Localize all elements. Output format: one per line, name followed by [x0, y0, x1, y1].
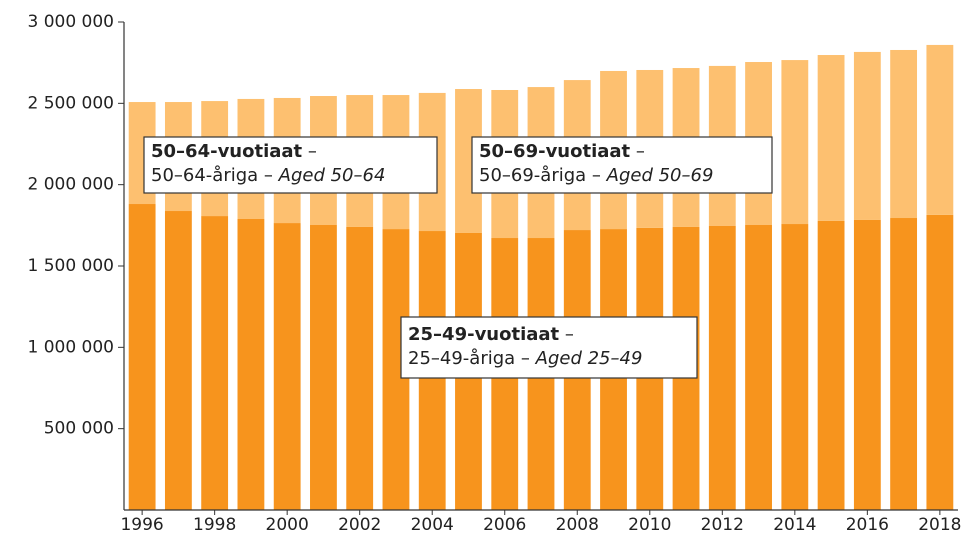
annotation-part: Aged 25–49	[535, 348, 643, 369]
annotation-text: 50–64-vuotiaat –	[151, 141, 317, 162]
bar-segment	[817, 55, 845, 221]
annotation-part: 25–49-åriga –	[408, 348, 536, 369]
annotation-part: –	[559, 324, 574, 345]
annotation-part: Aged 50–69	[606, 165, 714, 186]
annotation-text: 50–64-åriga – Aged 50–64	[151, 165, 385, 186]
annotation-text: 25–49-åriga – Aged 25–49	[408, 348, 642, 369]
annotation-box	[143, 136, 438, 194]
annotation-part: 25–49-vuotiaat	[408, 324, 560, 345]
x-tick-label: 1996	[120, 515, 163, 534]
annotation-part: 50–69-åriga –	[479, 165, 607, 186]
annotation-box	[471, 136, 773, 194]
annotation-part: 50–64-åriga –	[151, 165, 279, 186]
annotation-part: –	[302, 141, 317, 162]
y-tick-label: 3 000 000	[27, 12, 114, 32]
annotation-text: 50–69-åriga – Aged 50–69	[479, 165, 713, 186]
x-tick-label: 1998	[193, 515, 236, 534]
bar-segment	[853, 51, 881, 220]
bar-segment	[164, 211, 192, 510]
bar-segment	[781, 224, 809, 511]
bar-segment	[817, 220, 845, 510]
bar-segment	[128, 204, 156, 511]
bar-segment	[745, 225, 772, 510]
bar-segment	[890, 218, 918, 510]
bar-segment	[781, 60, 809, 225]
annotation-part: Aged 50–64	[278, 165, 386, 186]
annotation-part: 50–69-vuotiaat	[479, 141, 631, 162]
bar-segment	[273, 223, 301, 510]
bar-segment	[346, 226, 374, 510]
y-tick-label: 500 000	[44, 419, 114, 439]
bar-segment	[926, 44, 954, 215]
y-tick-label: 1 000 000	[27, 337, 114, 357]
annotation-text: 50–69-vuotiaat –	[479, 141, 645, 162]
bar-segment	[890, 49, 918, 219]
annotation-part: 50–64-vuotiaat	[151, 141, 303, 162]
bar-segment	[310, 225, 337, 510]
bar-segment	[708, 225, 736, 510]
x-tick-label: 2012	[701, 515, 744, 534]
x-tick-label: 2004	[411, 515, 454, 534]
y-tick-label: 2 000 000	[27, 175, 114, 195]
x-tick-label: 2006	[483, 515, 526, 534]
y-tick-label: 2 500 000	[27, 93, 114, 113]
y-tick-label: 1 500 000	[27, 256, 114, 276]
bar-segment	[201, 216, 229, 510]
annotation-text: 25–49-vuotiaat –	[408, 324, 574, 345]
x-tick-label: 2016	[846, 515, 889, 534]
x-tick-label: 2008	[556, 515, 599, 534]
x-tick-label: 2002	[338, 515, 381, 534]
annotation-box	[400, 316, 698, 379]
bar-segment	[926, 214, 954, 510]
x-tick-label: 2018	[918, 515, 961, 534]
x-tick-label: 2010	[628, 515, 671, 534]
x-tick-label: 2000	[266, 515, 309, 534]
bar-segment	[853, 219, 881, 510]
annotation-part: –	[630, 141, 645, 162]
bar-segment	[237, 218, 265, 511]
x-tick-label: 2014	[773, 515, 816, 534]
